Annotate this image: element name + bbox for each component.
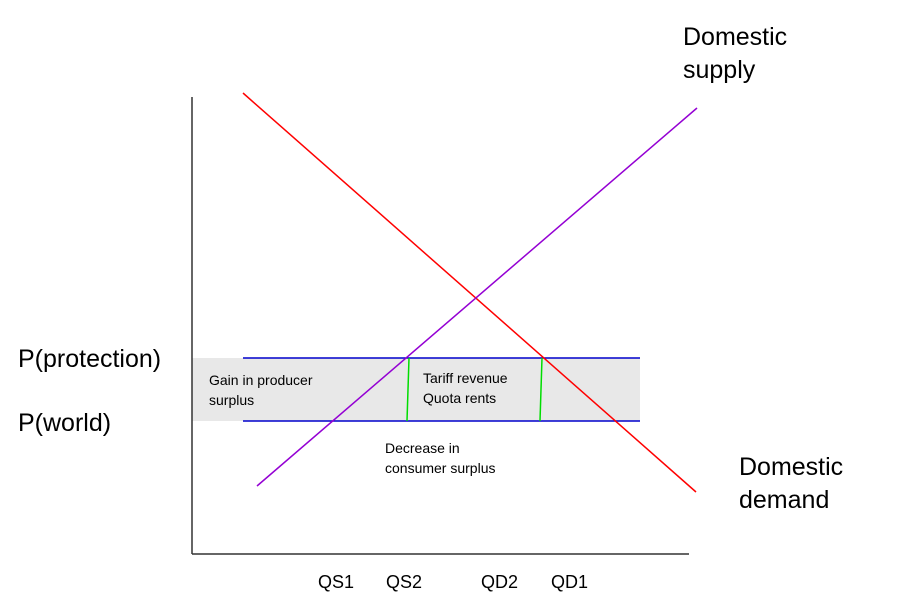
- qs2-marker-line: [406, 357, 410, 422]
- tick-qs2: QS2: [386, 572, 423, 592]
- domestic-supply-label-line1: Domestic: [683, 23, 788, 51]
- tariff-revenue-label: Tariff revenue Quota rents: [423, 368, 508, 408]
- p-world-label: P(world): [18, 409, 112, 437]
- domestic-supply-label-line2: supply: [683, 56, 756, 84]
- tick-qd2: QD2: [481, 572, 519, 592]
- consumer-surplus-label-line2: consumer surplus: [385, 460, 496, 476]
- tick-qd1: QD1: [551, 572, 589, 592]
- producer-surplus-label-line2: surplus: [209, 392, 255, 408]
- domestic-supply-label: Domestic supply: [683, 21, 787, 87]
- tariff-revenue-label-line1: Tariff revenue: [423, 370, 508, 386]
- consumer-surplus-label: Decrease in consumer surplus: [385, 438, 496, 478]
- qd2-marker-line: [539, 357, 543, 422]
- domestic-demand-line: [242, 92, 697, 493]
- domestic-supply-line: [256, 107, 698, 487]
- p-protection-label: P(protection): [18, 345, 162, 373]
- tick-qs1: QS1: [318, 572, 355, 592]
- shaded-surplus-region: [192, 358, 640, 421]
- domestic-demand-label: Domestic demand: [739, 451, 843, 517]
- producer-surplus-label-line1: Gain in producer: [209, 372, 313, 388]
- tariff-revenue-label-line2: Quota rents: [423, 390, 497, 406]
- producer-surplus-label: Gain in producer surplus: [209, 370, 313, 410]
- domestic-demand-label-line1: Domestic: [739, 453, 844, 481]
- domestic-demand-label-line2: demand: [739, 486, 830, 514]
- consumer-surplus-label-line1: Decrease in: [385, 440, 460, 456]
